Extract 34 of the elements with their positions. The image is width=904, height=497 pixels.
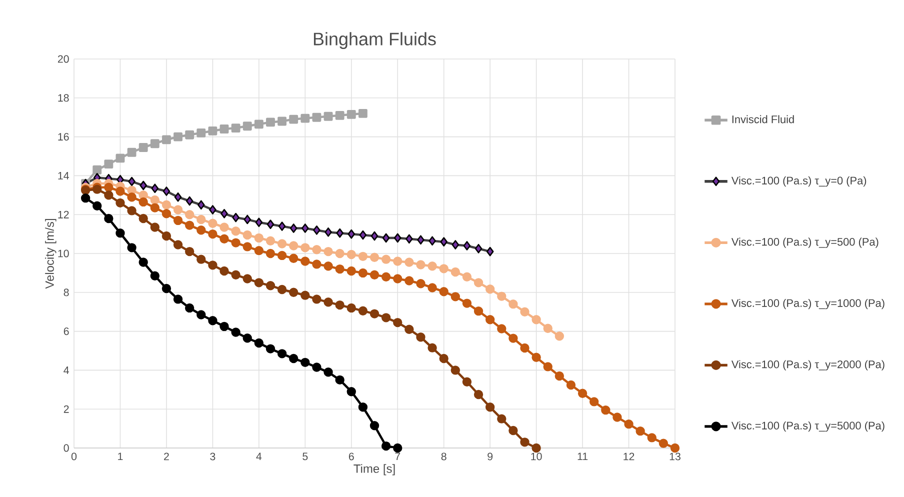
y-tick-label: 2 [64, 405, 69, 413]
y-tick-label: 6 [64, 328, 69, 336]
x-tick-label: 9 [488, 452, 493, 460]
legend-label: Visc.=100 (Pa.s) τ_y=2000 (Pa) [731, 360, 884, 370]
y-tick-label: 20 [58, 55, 69, 63]
chart-title: Bingham Fluids [314, 32, 436, 49]
x-tick-label: 6 [348, 452, 354, 460]
y-tick-label: 0 [64, 444, 69, 452]
legend-label: Inviscid Fluid [732, 115, 794, 124]
x-tick-label: 3 [210, 452, 216, 460]
x-tick-label: 7 [395, 452, 400, 460]
y-tick-label: 12 [58, 210, 69, 218]
y-axis-title: Velocity [m/s] [45, 219, 56, 289]
x-tick-label: 4 [256, 452, 262, 460]
legend-label: Visc.=100 (Pa.s) τ_y=0 (Pa) [731, 176, 866, 187]
x-tick-label: 8 [441, 452, 446, 460]
legend-label: Visc.=100 (Pa.s) τ_y=1000 (Pa) [731, 298, 884, 310]
legend-label: Visc.=100 (Pa.s) τ_y=5000 (Pa) [731, 421, 884, 432]
y-tick-label: 4 [64, 366, 69, 374]
x-tick-label: 13 [670, 452, 680, 460]
y-tick-label: 14 [58, 172, 69, 180]
x-tick-label: 10 [531, 452, 542, 460]
x-tick-label: 2 [164, 452, 169, 460]
y-tick-label: 18 [58, 94, 69, 102]
x-tick-label: 11 [578, 452, 588, 460]
x-tick-label: 1 [118, 452, 123, 460]
y-tick-label: 10 [58, 250, 69, 258]
y-tick-label: 8 [64, 288, 69, 296]
legend-label: Visc.=100 (Pa.s) τ_y=500 (Pa) [731, 238, 878, 248]
y-tick-label: 16 [58, 133, 69, 141]
x-axis-title: Time [s] [354, 464, 395, 476]
x-tick-label: 0 [71, 452, 77, 460]
x-tick-label: 5 [302, 452, 308, 460]
x-tick-label: 12 [624, 452, 634, 460]
